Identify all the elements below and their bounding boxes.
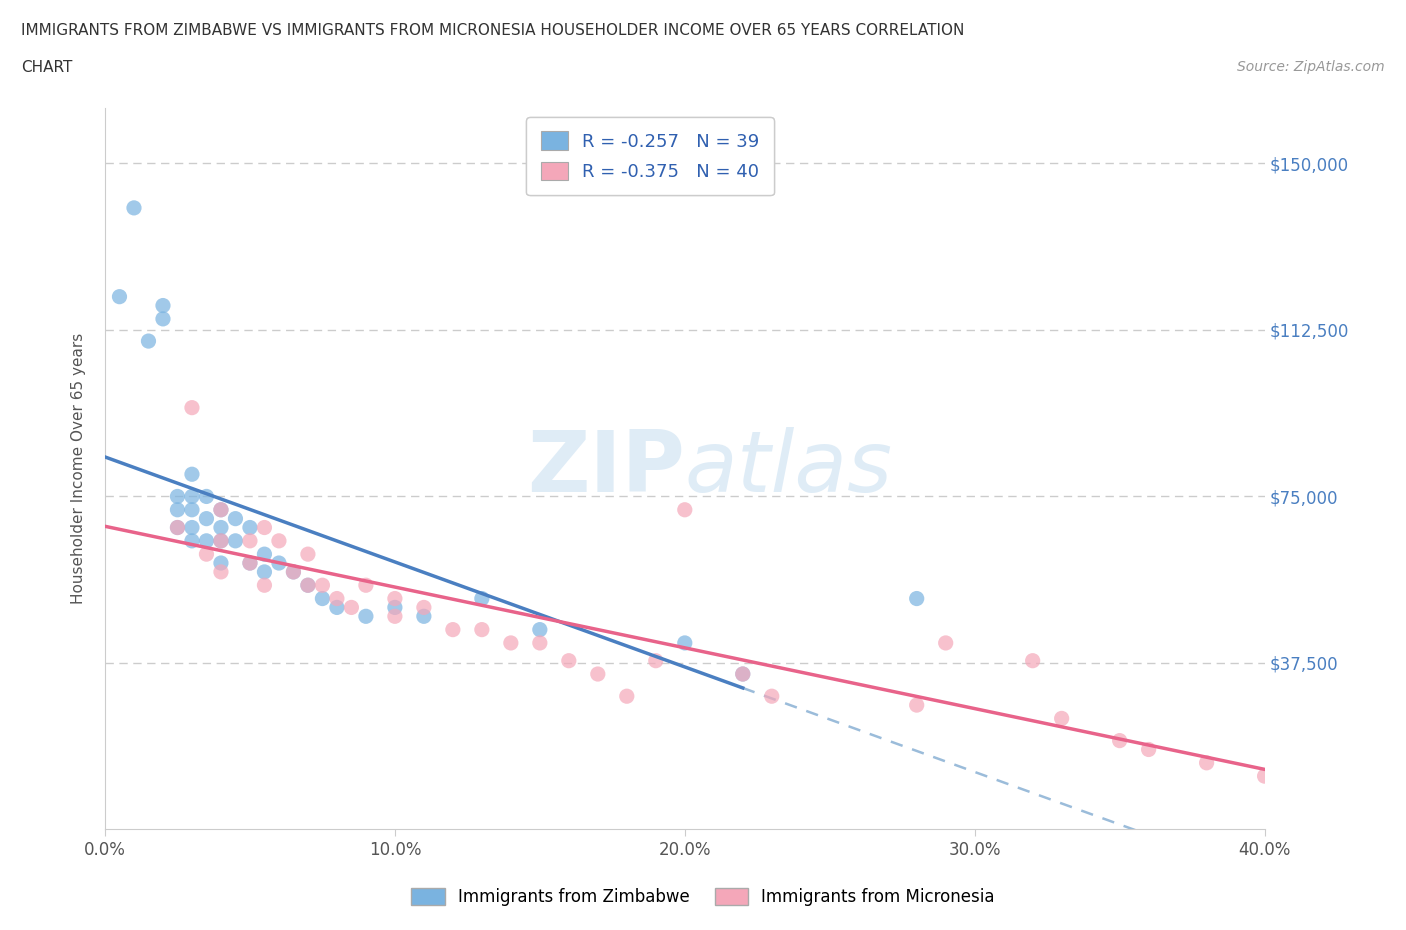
Point	[209, 502, 232, 517]
Point	[239, 555, 262, 570]
Point	[1108, 733, 1130, 748]
Point	[384, 591, 406, 606]
Point	[209, 555, 232, 570]
Point	[253, 547, 276, 562]
Point	[644, 653, 666, 668]
Point	[267, 534, 290, 549]
Point	[209, 502, 232, 517]
Point	[224, 534, 246, 549]
Point	[731, 667, 754, 682]
Point	[384, 609, 406, 624]
Point	[195, 489, 218, 504]
Point	[181, 502, 204, 517]
Point	[529, 622, 551, 637]
Point	[297, 578, 319, 592]
Point	[935, 635, 957, 650]
Point	[166, 520, 188, 535]
Point	[152, 299, 174, 313]
Point	[1195, 755, 1218, 770]
Point	[122, 201, 145, 216]
Point	[166, 489, 188, 504]
Point	[181, 489, 204, 504]
Point	[340, 600, 363, 615]
Point	[181, 534, 204, 549]
Text: IMMIGRANTS FROM ZIMBABWE VS IMMIGRANTS FROM MICRONESIA HOUSEHOLDER INCOME OVER 6: IMMIGRANTS FROM ZIMBABWE VS IMMIGRANTS F…	[21, 23, 965, 38]
Point	[529, 635, 551, 650]
Point	[195, 547, 218, 562]
Point	[239, 555, 262, 570]
Point	[471, 622, 494, 637]
Point	[239, 520, 262, 535]
Point	[471, 591, 494, 606]
Point	[138, 334, 160, 349]
Point	[905, 591, 928, 606]
Point	[195, 512, 218, 526]
Point	[209, 520, 232, 535]
Point	[253, 520, 276, 535]
Point	[673, 635, 696, 650]
Point	[166, 520, 188, 535]
Point	[181, 520, 204, 535]
Point	[253, 578, 276, 592]
Point	[586, 667, 609, 682]
Point	[108, 289, 131, 304]
Point	[239, 534, 262, 549]
Y-axis label: Householder Income Over 65 years: Householder Income Over 65 years	[72, 333, 86, 604]
Point	[311, 591, 333, 606]
Point	[253, 565, 276, 579]
Legend: R = -0.257   N = 39, R = -0.375   N = 40: R = -0.257 N = 39, R = -0.375 N = 40	[526, 117, 773, 195]
Legend: Immigrants from Zimbabwe, Immigrants from Micronesia: Immigrants from Zimbabwe, Immigrants fro…	[405, 881, 1001, 912]
Point	[412, 600, 434, 615]
Point	[195, 534, 218, 549]
Point	[297, 547, 319, 562]
Point	[354, 578, 377, 592]
Text: CHART: CHART	[21, 60, 73, 75]
Point	[326, 600, 349, 615]
Point	[1021, 653, 1043, 668]
Point	[209, 534, 232, 549]
Point	[731, 667, 754, 682]
Point	[283, 565, 305, 579]
Point	[616, 689, 638, 704]
Point	[297, 578, 319, 592]
Point	[181, 467, 204, 482]
Point	[1137, 742, 1160, 757]
Point	[441, 622, 464, 637]
Point	[224, 512, 246, 526]
Point	[152, 312, 174, 326]
Point	[209, 534, 232, 549]
Point	[283, 565, 305, 579]
Point	[354, 609, 377, 624]
Point	[311, 578, 333, 592]
Point	[1253, 769, 1275, 784]
Point	[673, 502, 696, 517]
Point	[267, 555, 290, 570]
Point	[558, 653, 581, 668]
Point	[384, 600, 406, 615]
Text: atlas: atlas	[685, 427, 893, 511]
Point	[181, 400, 204, 415]
Point	[326, 591, 349, 606]
Text: ZIP: ZIP	[527, 427, 685, 511]
Point	[761, 689, 783, 704]
Point	[209, 565, 232, 579]
Point	[499, 635, 522, 650]
Point	[412, 609, 434, 624]
Point	[166, 502, 188, 517]
Text: Source: ZipAtlas.com: Source: ZipAtlas.com	[1237, 60, 1385, 74]
Point	[1050, 711, 1073, 725]
Point	[905, 698, 928, 712]
